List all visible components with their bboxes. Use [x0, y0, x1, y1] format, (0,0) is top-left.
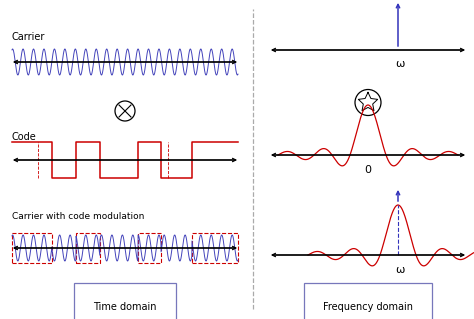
Text: ω: ω	[395, 59, 405, 69]
Text: Time domain: Time domain	[93, 302, 157, 312]
Text: 0: 0	[365, 165, 372, 175]
Text: Carrier with code modulation: Carrier with code modulation	[12, 212, 145, 221]
Text: Carrier: Carrier	[12, 32, 46, 42]
Text: Frequency domain: Frequency domain	[323, 302, 413, 312]
Text: Code: Code	[12, 132, 37, 142]
Text: ω: ω	[395, 265, 405, 275]
